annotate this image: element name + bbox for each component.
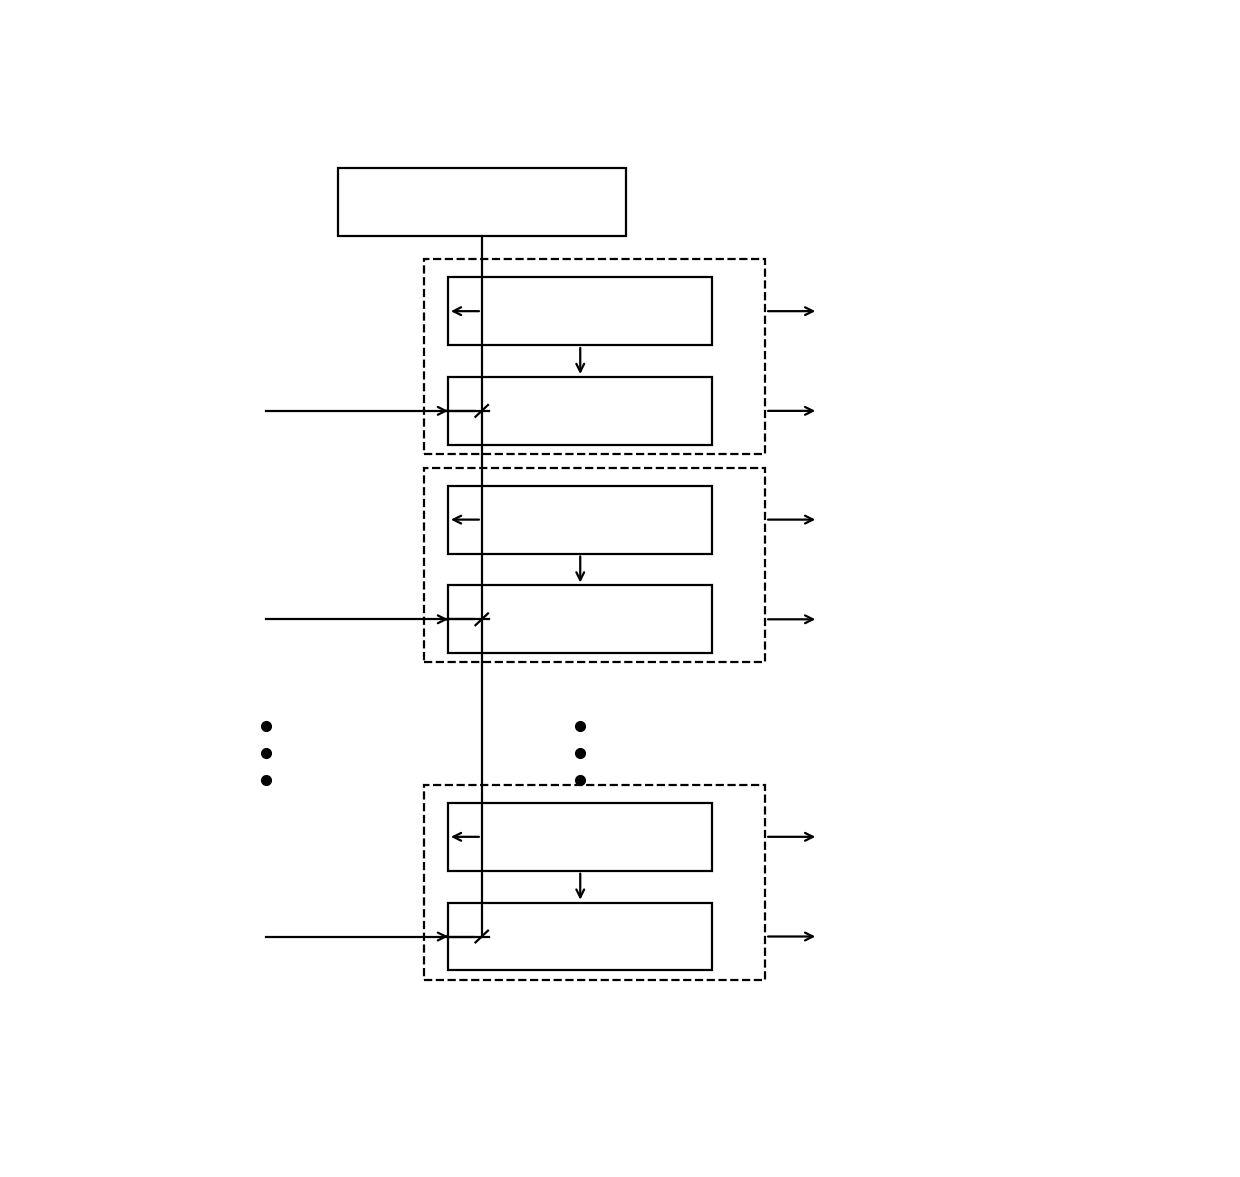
Bar [448, 585, 713, 653]
Bar [424, 467, 765, 663]
Bar [448, 278, 713, 345]
Bar [424, 785, 765, 979]
Bar [337, 168, 626, 237]
Bar [448, 903, 713, 971]
Bar [448, 803, 713, 871]
Bar [448, 486, 713, 553]
Bar [448, 377, 713, 445]
Bar [424, 259, 765, 454]
